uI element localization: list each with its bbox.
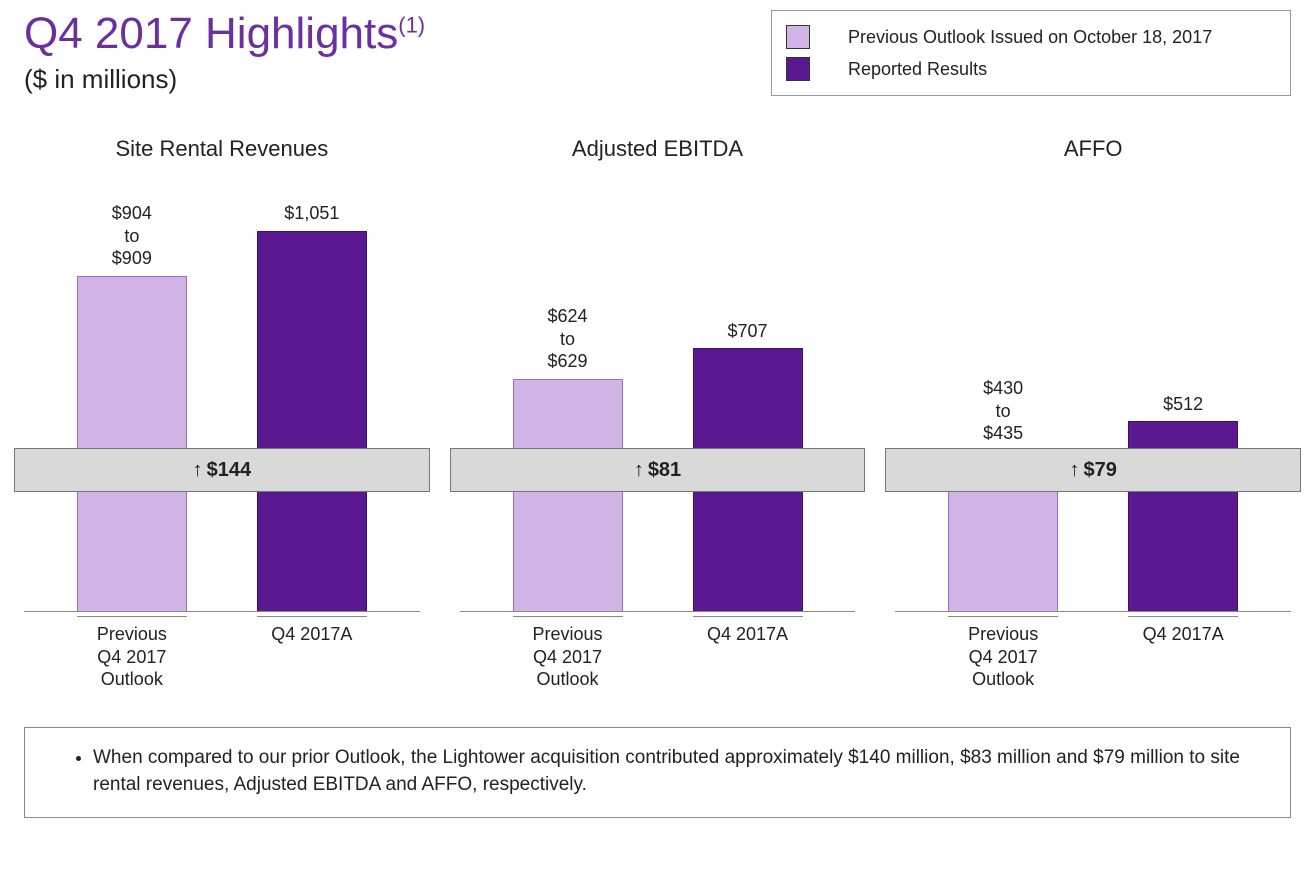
bar-value-label: $904 to $909 [112, 202, 152, 270]
bars-container: $624 to $629 $707 [460, 202, 856, 612]
charts-row: Site Rental Revenues$904 to $909$1,051↑$… [0, 96, 1315, 691]
delta-band: ↑$81 [450, 448, 866, 492]
page-title: Q4 2017 Highlights(1) [24, 10, 425, 58]
title-main: Q4 2017 Highlights [24, 9, 398, 58]
bar-rect [513, 379, 623, 612]
x-axis: Previous Q4 2017 Outlook Q4 2017A [895, 616, 1291, 691]
bar-value-label: $707 [727, 320, 767, 343]
bar-rect [77, 276, 187, 613]
delta-value: $79 [1083, 459, 1116, 482]
chart-plot: $624 to $629 $707 ↑$81 [460, 202, 856, 612]
chart-title: AFFO [1064, 136, 1123, 164]
legend-item: Previous Outlook Issued on October 18, 2… [786, 21, 1270, 53]
bar-outlook: $904 to $909 [77, 202, 187, 612]
bar-outlook: $430 to $435 [948, 202, 1058, 612]
arrow-up-icon: ↑ [193, 459, 203, 482]
baseline [460, 611, 856, 612]
chart: Adjusted EBITDA $624 to $629 $707 ↑$81 Previ… [460, 136, 856, 691]
page-subtitle: ($ in millions) [24, 64, 425, 95]
arrow-up-icon: ↑ [634, 459, 644, 482]
bar-actual: $512 [1128, 202, 1238, 612]
legend-label: Reported Results [848, 59, 987, 80]
bar-outlook: $624 to $629 [513, 202, 623, 612]
arrow-up-icon: ↑ [1069, 459, 1079, 482]
footnote-box: When compared to our prior Outlook, the … [24, 727, 1291, 818]
legend-label: Previous Outlook Issued on October 18, 2… [848, 27, 1212, 48]
chart: Site Rental Revenues $904 to $909 $1,051 ↑$… [24, 136, 420, 691]
delta-value: $81 [648, 459, 681, 482]
bar-value-label: $1,051 [284, 202, 339, 225]
bar-value-label: $512 [1163, 393, 1203, 416]
bar-actual: $707 [693, 202, 803, 612]
delta-band: ↑$144 [14, 448, 430, 492]
chart-title: Site Rental Revenues [115, 136, 328, 164]
delta-band: ↑$79 [885, 448, 1301, 492]
legend-box: Previous Outlook Issued on October 18, 2… [771, 10, 1291, 96]
legend-item: Reported Results [786, 53, 1270, 85]
x-axis-label: Previous Q4 2017 Outlook [948, 616, 1058, 691]
baseline [895, 611, 1291, 612]
bars-container: $430 to $435 $512 [895, 202, 1291, 612]
x-axis-label: Q4 2017A [1128, 616, 1238, 691]
footnote-text: When compared to our prior Outlook, the … [93, 744, 1266, 799]
chart-plot: $904 to $909 $1,051 ↑$144 [24, 202, 420, 612]
bar-value-label: $430 to $435 [983, 377, 1023, 445]
title-block: Q4 2017 Highlights(1) ($ in millions) [24, 10, 425, 95]
chart-plot: $430 to $435 $512 ↑$79 [895, 202, 1291, 612]
x-axis-label: Previous Q4 2017 Outlook [513, 616, 623, 691]
header-row: Q4 2017 Highlights(1) ($ in millions) Pr… [0, 0, 1315, 96]
x-axis-label: Previous Q4 2017 Outlook [77, 616, 187, 691]
x-axis-label: Q4 2017A [257, 616, 367, 691]
baseline [24, 611, 420, 612]
title-super: (1) [398, 12, 425, 37]
chart-title: Adjusted EBITDA [572, 136, 743, 164]
bar-rect [257, 231, 367, 613]
legend-swatch [786, 25, 810, 49]
delta-value: $144 [207, 459, 252, 482]
legend-swatch [786, 57, 810, 81]
chart: AFFO $430 to $435 $512 ↑$79 Previous Q4 2017… [895, 136, 1291, 691]
x-axis: Previous Q4 2017 Outlook Q4 2017A [460, 616, 856, 691]
bar-actual: $1,051 [257, 202, 367, 612]
x-axis-label: Q4 2017A [693, 616, 803, 691]
x-axis: Previous Q4 2017 Outlook Q4 2017A [24, 616, 420, 691]
bar-value-label: $624 to $629 [547, 305, 587, 373]
bars-container: $904 to $909 $1,051 [24, 202, 420, 612]
